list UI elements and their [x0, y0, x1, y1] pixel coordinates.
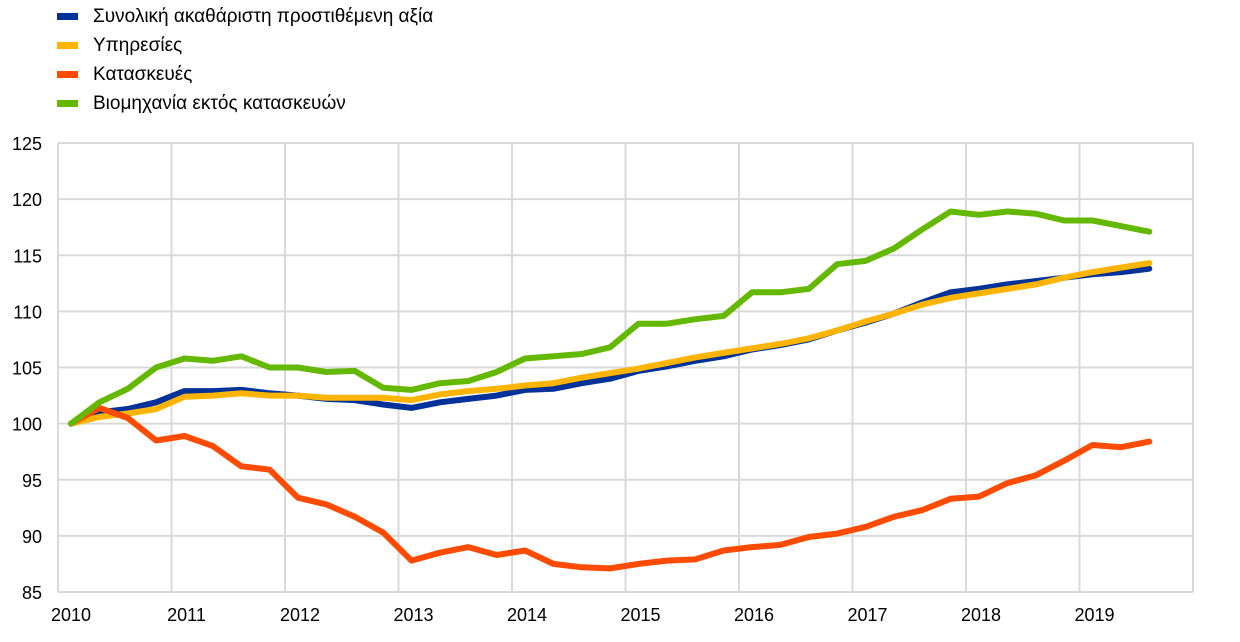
legend-label: Υπηρεσίες	[93, 34, 183, 56]
legend-swatch	[57, 71, 78, 78]
legend-swatch	[57, 13, 78, 20]
series-line-3	[68, 208, 1153, 427]
x-tick-label: 2015	[620, 605, 660, 625]
legend-label: Συνολική ακαθάριστη προστιθέμενη αξία	[93, 5, 434, 27]
x-tick-label: 2014	[507, 605, 547, 625]
series-line-2	[68, 404, 1153, 572]
y-tick-label: 95	[22, 471, 42, 491]
y-tick-label: 85	[22, 583, 42, 603]
x-tick-label: 2010	[51, 605, 91, 625]
x-tick-label: 2013	[393, 605, 433, 625]
y-tick-label: 120	[12, 190, 42, 210]
legend-swatch	[57, 42, 78, 49]
y-tick-label: 115	[13, 246, 42, 266]
x-tick-label: 2011	[167, 605, 206, 625]
legend-label: Κατασκευές	[93, 63, 193, 85]
x-tick-label: 2017	[847, 605, 887, 625]
series-line-0	[68, 265, 1153, 427]
legend-swatch	[57, 100, 78, 107]
x-tick-label: 2016	[734, 605, 774, 625]
legend-label: Βιομηχανία εκτός κατασκευών	[93, 92, 346, 114]
y-tick-label: 125	[12, 134, 42, 154]
legend-item-services: Υπηρεσίες	[57, 31, 433, 60]
x-tick-label: 2018	[961, 605, 1001, 625]
y-tick-label: 110	[13, 302, 42, 322]
series-line-1	[68, 260, 1153, 427]
y-tick-label: 105	[12, 359, 42, 379]
y-tick-label: 100	[12, 415, 42, 435]
legend-item-total-gva: Συνολική ακαθάριστη προστιθέμενη αξία	[57, 2, 433, 31]
legend-item-construction: Κατασκευές	[57, 60, 433, 89]
x-tick-label: 2019	[1074, 605, 1114, 625]
legend: Συνολική ακαθάριστη προστιθέμενη αξία Υπ…	[57, 2, 433, 118]
x-tick-label: 2012	[280, 605, 320, 625]
y-tick-label: 90	[22, 527, 42, 547]
legend-item-industry: Βιομηχανία εκτός κατασκευών	[57, 89, 433, 118]
